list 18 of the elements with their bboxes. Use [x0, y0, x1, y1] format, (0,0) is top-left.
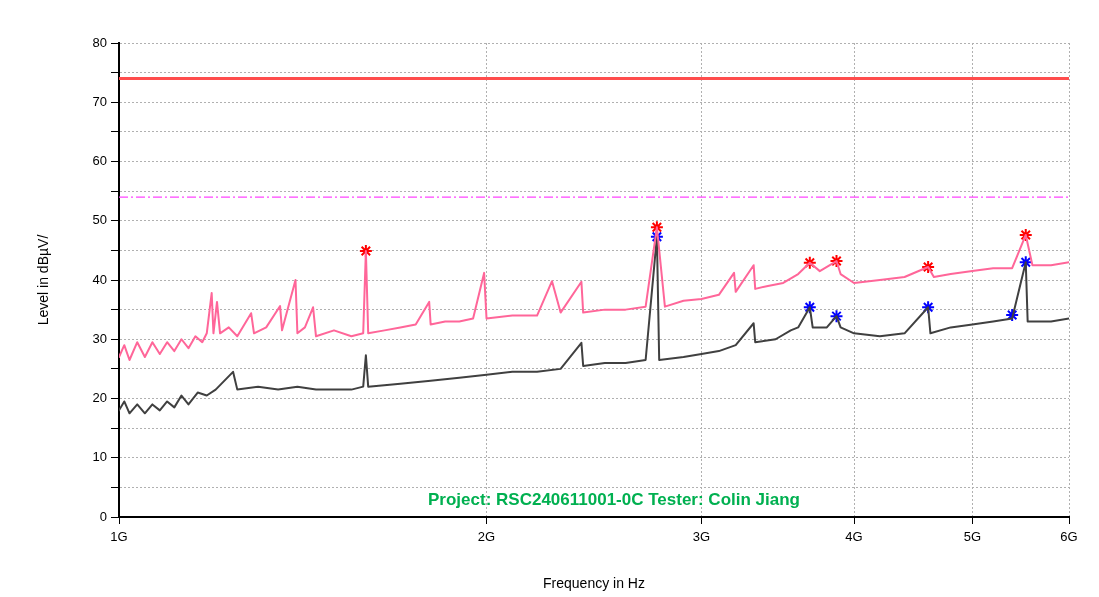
y-tick-label: 10 — [92, 449, 107, 465]
y-tick-label: 80 — [92, 34, 107, 50]
x-tick-label: 5G — [963, 529, 981, 545]
x-tick-label: 6G — [1060, 529, 1078, 545]
y-tick-label: 0 — [99, 508, 107, 524]
x-tick-label: 4G — [845, 529, 863, 545]
y-tick-label: 50 — [92, 212, 107, 228]
x-tick-label: 1G — [110, 529, 128, 545]
annotation: Project: RSC240611001-0C Tester: Colin Jiang — [428, 490, 800, 509]
y-tick-label: 20 — [92, 390, 107, 406]
x-tick-label: 3G — [692, 529, 711, 545]
y-tick-label: 60 — [92, 153, 107, 169]
x-axis-title: Frequency in Hz — [543, 575, 645, 592]
y-tick-label: 70 — [92, 93, 107, 109]
y-axis-title: Level in dBµV/ — [35, 234, 52, 326]
y-tick-label: 40 — [92, 271, 107, 287]
x-tick-label: 2G — [477, 529, 496, 545]
y-tick-label: 30 — [92, 330, 107, 346]
